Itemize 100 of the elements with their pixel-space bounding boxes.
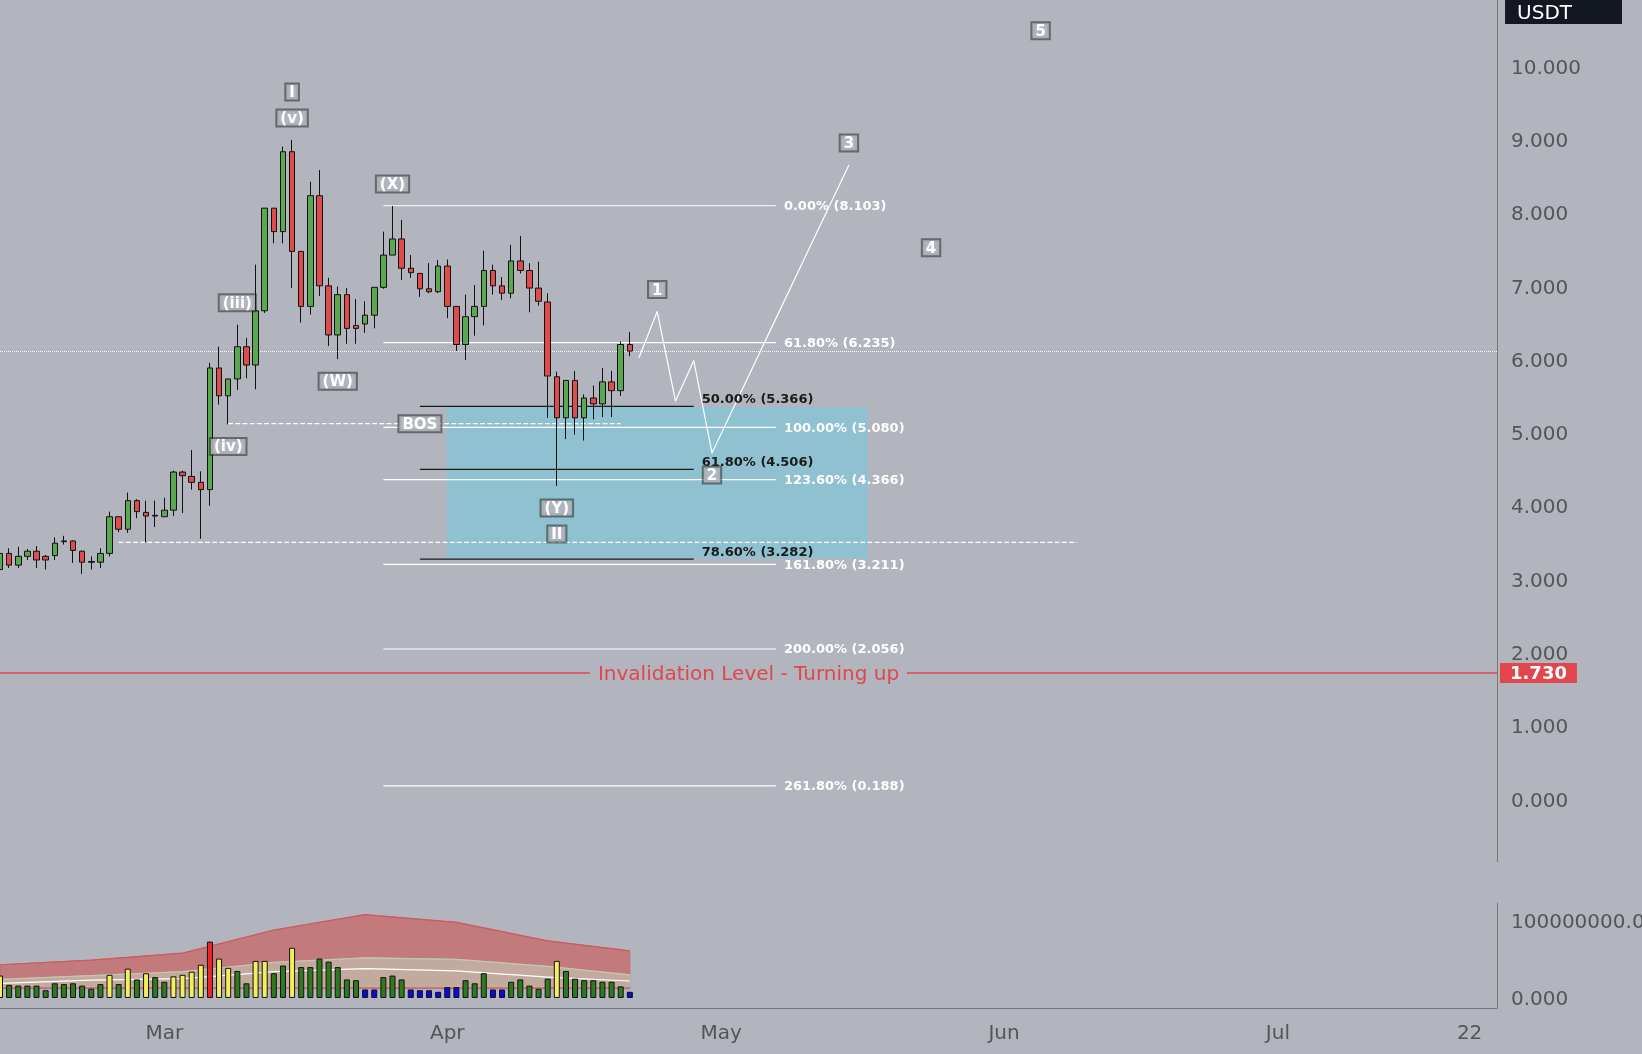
candlestick <box>517 235 524 274</box>
annotation: BOS <box>402 414 438 433</box>
x-tick-label: Mar <box>145 1020 184 1044</box>
bar <box>33 985 40 998</box>
candlestick <box>316 169 323 297</box>
annotation: (Y) <box>544 498 570 517</box>
candlestick <box>216 346 222 406</box>
candlestick <box>252 264 259 390</box>
bar <box>161 981 168 998</box>
annotation: (iii) <box>222 293 252 312</box>
bar <box>517 979 524 998</box>
bar <box>88 988 95 998</box>
bar <box>371 989 378 998</box>
candlestick <box>380 231 387 290</box>
bar <box>535 988 542 998</box>
bar <box>206 941 213 998</box>
bar <box>626 991 633 998</box>
candlestick <box>499 276 505 301</box>
candlestick <box>280 146 286 244</box>
bar <box>298 967 305 998</box>
y-tick-label: 1.000 <box>1511 714 1569 739</box>
candlestick <box>408 254 414 279</box>
bar <box>188 971 195 998</box>
bar <box>398 979 405 998</box>
y-tick-label: 7.000 <box>1511 274 1569 299</box>
candlestick <box>6 547 12 569</box>
bar <box>42 990 49 998</box>
y-tick-label: 5.000 <box>1511 421 1569 446</box>
bar <box>216 958 223 998</box>
bar <box>70 983 77 998</box>
bar <box>252 960 259 998</box>
bar <box>234 970 241 998</box>
series-label: 200.00% (2.056) <box>783 641 905 657</box>
bar <box>581 980 588 998</box>
series-label: 261.80% (0.188) <box>783 778 905 794</box>
bar <box>261 960 268 998</box>
bar <box>279 965 286 998</box>
candlestick <box>198 470 204 540</box>
bar <box>444 987 451 998</box>
bar <box>435 991 442 998</box>
bar <box>462 980 469 998</box>
bar <box>599 981 606 998</box>
candlestick <box>52 536 58 561</box>
candlestick <box>97 547 104 569</box>
bar <box>307 967 314 998</box>
candlestick <box>353 298 359 345</box>
candlestick <box>398 219 405 281</box>
series-label: 61.80% (6.235) <box>783 335 896 351</box>
candlestick <box>362 300 368 334</box>
x-tick-label: Jun <box>986 1020 1020 1044</box>
bar <box>416 990 423 998</box>
bar <box>170 976 177 998</box>
candlestick <box>161 497 168 518</box>
y-tick-label: 9.000 <box>1511 128 1569 152</box>
bar <box>243 983 250 998</box>
bar <box>544 978 551 998</box>
candlestick <box>289 139 295 289</box>
y-tick-label: 3.000 <box>1511 567 1569 592</box>
candlestick <box>325 277 332 347</box>
annotation: (v) <box>280 109 304 127</box>
bar <box>179 974 186 998</box>
bar <box>407 989 414 998</box>
series-label: 100.00% (5.080) <box>783 419 905 435</box>
candlestick <box>481 250 487 326</box>
bar <box>480 973 487 998</box>
y-tick-label: 0.000 <box>1511 985 1569 1010</box>
series-label: 161.80% (3.211) <box>783 556 905 572</box>
candlestick <box>125 492 131 534</box>
candlestick <box>179 470 186 514</box>
bar <box>152 977 159 998</box>
bar <box>124 968 131 998</box>
series-label: 0.00% (8.103) <box>783 198 887 214</box>
candlestick <box>225 378 231 425</box>
bar <box>590 980 597 998</box>
bar <box>343 979 350 998</box>
candlestick <box>453 305 460 352</box>
bar <box>325 961 332 998</box>
bar <box>526 985 533 998</box>
candlestick <box>435 259 441 294</box>
bar <box>334 967 341 998</box>
candlestick <box>79 549 85 575</box>
candlestick <box>88 555 95 571</box>
bar <box>608 981 615 998</box>
annotation: 2 <box>706 465 718 484</box>
annotation: (iv) <box>213 437 243 456</box>
candlestick <box>490 264 496 296</box>
candlestick <box>70 539 76 564</box>
x-tick-label: May <box>700 1020 742 1044</box>
annotation: 5 <box>1035 21 1046 40</box>
bar <box>97 984 104 998</box>
candlestick <box>188 449 195 491</box>
candlestick <box>426 262 432 294</box>
annotation: (W) <box>322 372 353 391</box>
candlestick <box>33 545 40 569</box>
candlestick <box>471 284 478 337</box>
y-axis-title: USDT <box>1517 0 1573 24</box>
bar <box>572 978 579 998</box>
candlestick <box>298 250 304 324</box>
y-tick-label: 0.000 <box>1511 787 1569 812</box>
bar <box>362 989 369 998</box>
